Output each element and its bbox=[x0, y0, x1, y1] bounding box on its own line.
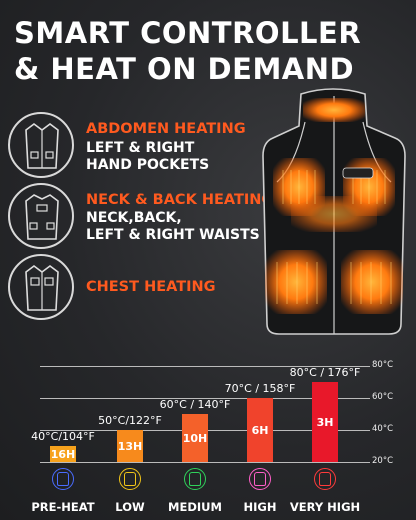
mode-vest-icon bbox=[184, 468, 206, 490]
grid-line bbox=[40, 398, 370, 399]
mode-label: MEDIUM bbox=[168, 500, 222, 514]
mode-vest-icon bbox=[119, 468, 141, 490]
feature-sub-neck-back-1: NECK,BACK, bbox=[86, 210, 182, 226]
feature-heading-neck-back: NECK & BACK HEATING bbox=[86, 192, 274, 208]
bar-hours-label: 6H bbox=[251, 423, 269, 437]
bar: 3H bbox=[312, 382, 338, 462]
mode-label: HIGH bbox=[243, 500, 277, 514]
bar: 10H bbox=[182, 414, 208, 462]
feature-sub-neck-back-2: LEFT & RIGHT WAISTS bbox=[86, 227, 260, 243]
title-line-1: SMART CONTROLLER bbox=[14, 16, 362, 50]
feature-heading-abdomen: ABDOMEN HEATING bbox=[86, 121, 246, 137]
feature-heading-chest: CHEST HEATING bbox=[86, 279, 216, 295]
controller-button bbox=[342, 167, 374, 179]
temperature-label: 80°C / 176°F bbox=[289, 366, 361, 379]
bar-hours-label: 16H bbox=[50, 447, 76, 461]
temperature-label: 60°C / 140°F bbox=[159, 398, 231, 411]
chest-vest-icon bbox=[8, 254, 74, 320]
mode-vest-icon bbox=[249, 468, 271, 490]
bar-hours-label: 3H bbox=[316, 415, 334, 429]
mode-label: VERY HIGH bbox=[289, 500, 361, 514]
bar: 13H bbox=[117, 430, 143, 462]
bar: 6H bbox=[247, 398, 273, 462]
title-line-2: & HEAT ON DEMAND bbox=[14, 52, 355, 86]
grid-line bbox=[40, 366, 370, 367]
temperature-label: 50°C/122°F bbox=[98, 414, 162, 427]
abdomen-vest-icon bbox=[8, 112, 74, 178]
mode-label: PRE-HEAT bbox=[31, 500, 95, 514]
heated-vest-illustration bbox=[262, 88, 406, 335]
mode-label: LOW bbox=[115, 500, 145, 514]
feature-sub-abdomen-2: HAND POCKETS bbox=[86, 157, 210, 173]
y-tick-label: 60°C bbox=[372, 392, 394, 402]
temperature-chart: 80°C 60°C 40°C 20°C 16H 40°C/104°F 13H 50°C/122… bbox=[0, 350, 416, 520]
y-tick-label: 80°C bbox=[372, 360, 394, 370]
y-tick-label: 40°C bbox=[372, 424, 394, 434]
bar-hours-label: 13H bbox=[117, 439, 143, 453]
back-vest-icon bbox=[8, 183, 74, 249]
grid-line bbox=[40, 462, 370, 463]
temperature-label: 40°C/104°F bbox=[31, 430, 95, 443]
mode-vest-icon bbox=[52, 468, 74, 490]
temperature-label: 70°C / 158°F bbox=[224, 382, 296, 395]
y-tick-label: 20°C bbox=[372, 456, 394, 466]
bar-hours-label: 10H bbox=[182, 431, 208, 445]
feature-sub-abdomen-1: LEFT & RIGHT bbox=[86, 140, 195, 156]
bar: 16H bbox=[50, 446, 76, 462]
mode-vest-icon bbox=[314, 468, 336, 490]
